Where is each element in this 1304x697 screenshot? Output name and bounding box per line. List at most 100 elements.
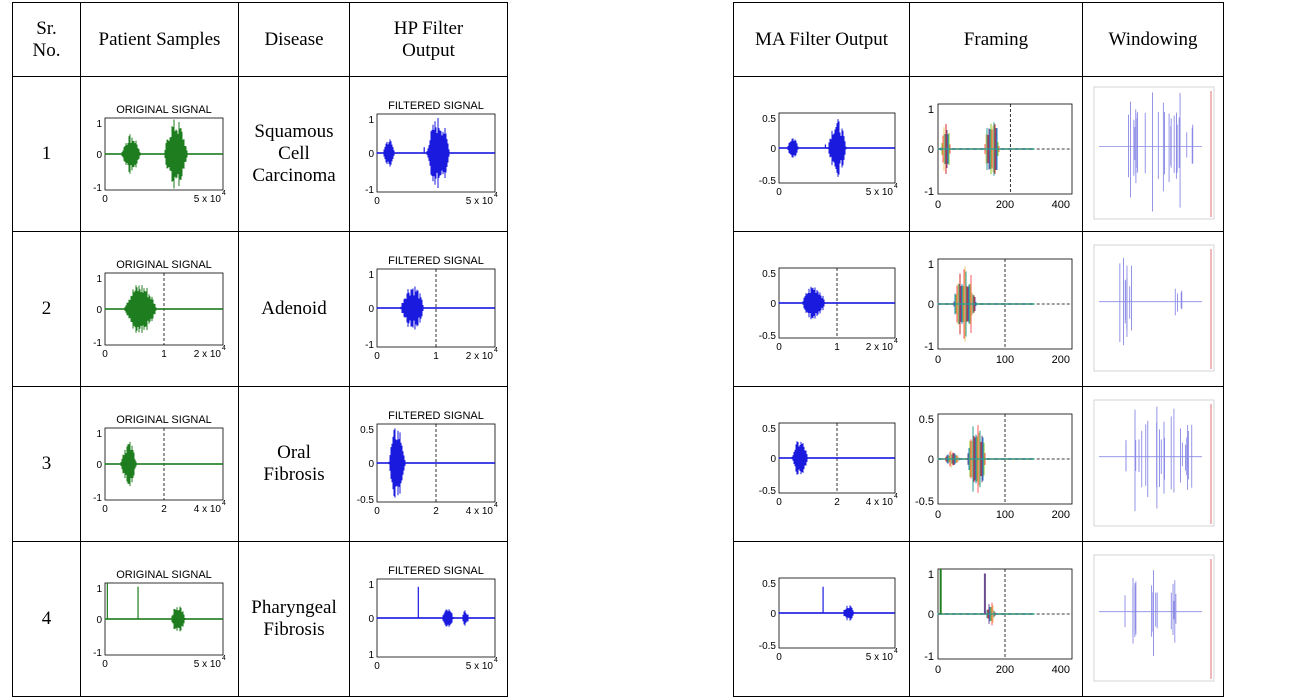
x-tick-label: 0 — [776, 187, 782, 198]
y-tick-label: 0 — [770, 609, 776, 620]
x-tick-label: 0 — [374, 351, 380, 362]
windowing-plot — [1093, 86, 1215, 220]
signal-trace — [104, 441, 223, 487]
x-exponent: 4 — [222, 345, 226, 352]
plot-axes-box — [1093, 399, 1215, 527]
x-tick-label: 2 x 10 — [865, 342, 893, 353]
table-row: 1 ORIGINAL SIGNAL 1 0 -1 0 5 x 10 4 Squamous Cel… — [12, 76, 508, 232]
x-tick-label: 100 — [996, 509, 1014, 521]
x-tick-label: 0 — [935, 199, 941, 211]
y-tick-label: 1 — [928, 259, 934, 271]
y-tick-label: -0.5 — [758, 641, 776, 652]
y-tick-label: -0.5 — [758, 486, 776, 497]
disease-cell: Pharyngeal Fibrosis — [238, 541, 350, 697]
x-tick-label: 5 x 10 — [193, 194, 221, 205]
plot-title: ORIGINAL SIGNAL — [116, 569, 212, 581]
plot-axes-box — [1093, 244, 1215, 372]
table-row: 4 ORIGINAL SIGNAL 1 0 -1 0 5 x 10 4 Pharyngeal F… — [12, 541, 508, 697]
ma-filter-cell: 0.5 0 -0.5 0 1 2 x 10 4 — [733, 231, 910, 387]
ma-filter-plot: 0.50-0.50 5 x 104 — [758, 577, 898, 663]
ma-filter-plot: 0.50-0.50 5 x 104 — [758, 112, 898, 198]
x-tick-label: 200 — [1052, 509, 1070, 521]
framing-trace — [937, 425, 1035, 493]
y-tick-label: -1 — [365, 340, 374, 351]
ma-filter-plot: 0.50-0.50 1 2 x 104 — [758, 267, 898, 353]
windowing-cell — [1082, 541, 1224, 697]
table-row: 0.5 0 -0.5 0 1 2 x 10 4 1 0 -1 0 100 200 — [733, 231, 1224, 387]
header-framing: Framing — [909, 2, 1083, 77]
disease-name: Squamous Cell Carcinoma — [252, 121, 336, 186]
hp-filter-cell: FILTERED SIGNAL 1 0 1 0 5 x 10 4 — [349, 541, 508, 697]
y-tick-label: -0.5 — [758, 176, 776, 187]
disease-name: Adenoid — [261, 298, 327, 319]
hp-filter-cell: FILTERED SIGNAL 0.5 0 -0.5 0 2 4 x 10 4 — [349, 386, 508, 542]
y-tick-label: -1 — [924, 186, 934, 198]
x-tick-label: 100 — [996, 354, 1014, 366]
y-tick-label: 0 — [96, 615, 102, 626]
y-tick-label: 0.5 — [762, 579, 776, 590]
x-tick-label: 5 x 10 — [465, 661, 493, 672]
x-tick-label: 0 — [776, 497, 782, 508]
signal-trace — [104, 583, 223, 632]
y-tick-label: 0 — [96, 150, 102, 161]
signal-trace — [778, 441, 895, 475]
sr-no-cell: 2 — [12, 231, 81, 387]
x-tick-label: 1 — [834, 342, 840, 353]
plot-title: FILTERED SIGNAL — [388, 410, 484, 422]
x-tick-label: 2 x 10 — [193, 349, 221, 360]
y-tick-label: 0.5 — [762, 114, 776, 125]
y-tick-label: -1 — [93, 183, 102, 194]
x-tick-label: 0 — [374, 661, 380, 672]
signal-trace — [778, 119, 895, 177]
y-tick-label: -1 — [93, 338, 102, 349]
x-tick-label: 2 x 10 — [465, 351, 493, 362]
signal-trace — [778, 286, 895, 320]
signal-trace — [104, 119, 223, 189]
y-tick-label: -1 — [93, 493, 102, 504]
y-tick-label: 1 — [96, 274, 102, 285]
windowing-cell — [1082, 76, 1224, 232]
y-tick-label: -1 — [924, 651, 934, 663]
y-tick-label: 0 — [368, 149, 374, 160]
y-tick-label: 0 — [770, 299, 776, 310]
x-tick-label: 5 x 10 — [465, 196, 493, 207]
x-tick-label: 400 — [1052, 199, 1070, 211]
x-tick-label: 5 x 10 — [193, 659, 221, 670]
windowing-plot — [1093, 244, 1215, 372]
plot-title: ORIGINAL SIGNAL — [116, 104, 212, 116]
y-tick-label: 0.5 — [919, 414, 934, 426]
y-tick-label: 0 — [928, 299, 934, 311]
x-exponent: 4 — [494, 192, 498, 199]
plot-axes-box — [1093, 86, 1215, 220]
y-tick-label: 0 — [368, 459, 374, 470]
ma-filter-cell: 0.5 0 -0.5 0 2 4 x 10 4 — [733, 386, 910, 542]
signal-trace — [376, 286, 495, 330]
y-tick-label: 1 — [96, 429, 102, 440]
x-tick-label: 2 — [161, 504, 167, 515]
patient-sample-cell: ORIGINAL SIGNAL 1 0 -1 0 5 x 10 4 — [80, 541, 239, 697]
framing-cell: 1 0 -1 0 200 400 — [909, 76, 1083, 232]
header-ma-filter-output: MA Filter Output — [733, 2, 910, 77]
header-windowing: Windowing — [1082, 2, 1224, 77]
plot-title: FILTERED SIGNAL — [388, 255, 484, 267]
ma-filter-cell: 0.5 0 -0.5 0 5 x 10 4 — [733, 541, 910, 697]
y-tick-label: 0 — [96, 305, 102, 316]
y-tick-label: 0 — [928, 454, 934, 466]
hp-filter-cell: FILTERED SIGNAL 1 0 -1 0 5 x 10 4 — [349, 76, 508, 232]
y-tick-label: 1 — [96, 584, 102, 595]
signal-trace — [778, 586, 895, 621]
signal-trace — [376, 118, 495, 188]
y-tick-label: 0 — [770, 144, 776, 155]
x-exponent: 4 — [894, 183, 898, 190]
sr-no-cell: 4 — [12, 541, 81, 697]
sr-no-cell: 3 — [12, 386, 81, 542]
disease-name: Oral Fibrosis — [263, 442, 325, 485]
table-row: 0.5 0 -0.5 0 5 x 10 4 1 0 -1 0 200 400 — [733, 541, 1224, 697]
header-sr-no: Sr. No. — [12, 2, 81, 77]
x-tick-label: 4 x 10 — [465, 506, 493, 517]
windowing-trace — [1099, 257, 1202, 346]
windowing-cell — [1082, 386, 1224, 542]
